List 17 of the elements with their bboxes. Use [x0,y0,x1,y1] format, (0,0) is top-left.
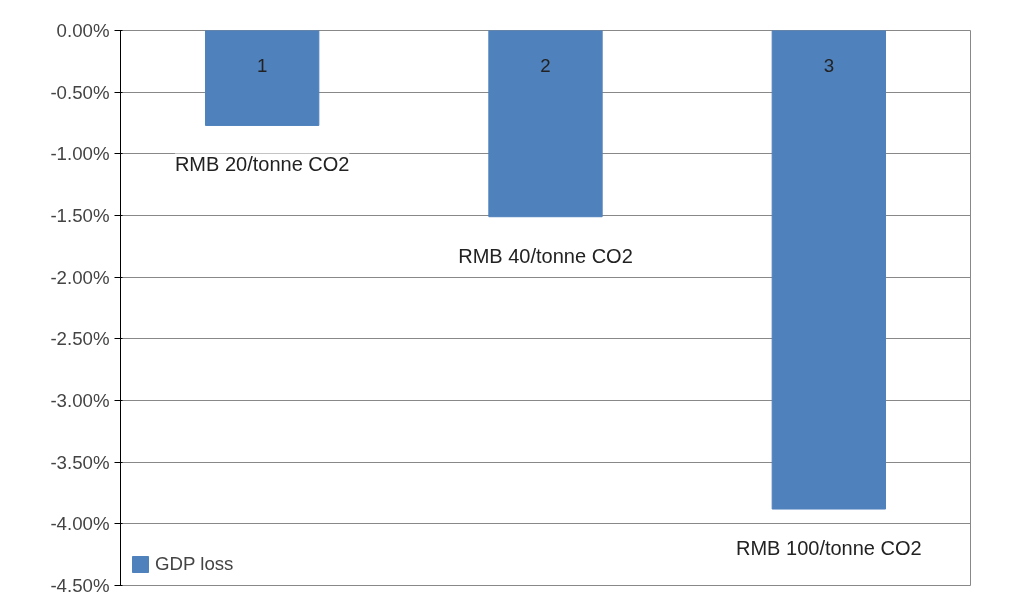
y-tick-label: -4.00% [50,513,110,535]
annotation: RMB 20/tonne CO2 [174,153,350,176]
x-tick-label: 2 [540,54,551,76]
legend-label: GDP loss [155,553,234,575]
y-tick-label: -1.00% [50,143,110,165]
x-tick-label: 1 [256,54,268,76]
annotation: RMB 40/tonne CO2 [458,244,633,267]
y-tick-label: -2.50% [50,328,110,350]
y-tick-label: -0.50% [50,81,110,103]
y-tick-label: -1.50% [50,205,110,226]
y-tick-label: -3.00% [50,390,110,411]
x-tick-label: 3 [823,54,835,76]
y-tick-label: -2.00% [50,266,110,288]
y-tick-label: -3.50% [50,451,110,473]
y-tick-label: -4.50% [50,575,110,596]
y-tick-label: 0.00% [56,20,110,41]
annotation: RMB 100/tonne CO2 [736,537,922,560]
